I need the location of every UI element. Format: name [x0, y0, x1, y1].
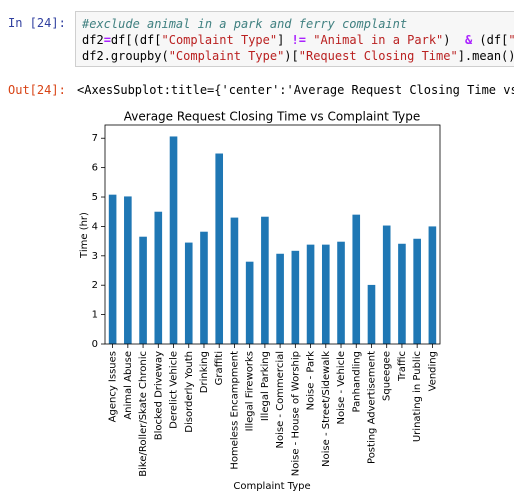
x-tick-label: Disorderly Youth	[184, 351, 195, 433]
code-cell[interactable]: #exclude animal in a park and ferry comp…	[75, 11, 514, 67]
out-prompt: Out[24]:	[8, 83, 66, 97]
bar	[230, 217, 239, 344]
bar	[367, 284, 376, 344]
bar	[321, 244, 330, 344]
bar	[413, 238, 421, 344]
y-tick-label: 4	[92, 221, 98, 232]
string: "Request Closing Time"	[298, 49, 458, 63]
code: df2.groupby(	[82, 49, 169, 63]
y-tick-label: 0	[92, 339, 98, 350]
chart: Average Request Closing Time vs Complain…	[79, 110, 441, 492]
code-line: df2=df[(df["Complaint Type"] != "Animal …	[82, 32, 514, 48]
string: "Co	[508, 33, 514, 47]
x-tick-label: Noise - House of Worship	[290, 351, 301, 476]
bar	[398, 243, 406, 344]
y-tick-label: 3	[92, 251, 98, 262]
bar	[184, 242, 193, 344]
in-prompt: In [24]:	[8, 16, 66, 30]
bar	[337, 241, 345, 344]
bar	[139, 236, 147, 344]
x-tick-label: Noise - Park	[306, 351, 317, 411]
code: ].mean().p	[457, 49, 514, 63]
string: "Animal in a Park"	[313, 33, 444, 47]
bar	[428, 226, 437, 344]
string: "Complaint Type"	[168, 49, 285, 63]
bar	[276, 253, 284, 344]
x-tick-label: Drinking	[199, 351, 210, 393]
operator: &	[464, 33, 473, 47]
x-tick-label: Traffic	[397, 351, 408, 382]
x-tick-label: Illegal Fireworks	[245, 351, 256, 431]
bar	[200, 231, 208, 344]
code: (df[	[472, 33, 509, 47]
code-line: #exclude animal in a park and ferry comp…	[82, 16, 513, 32]
chart-title: Average Request Closing Time vs Complain…	[124, 110, 420, 124]
y-tick-label: 6	[92, 163, 98, 174]
x-tick-label: Animal Abuse	[123, 351, 134, 420]
y-axis-label: Time (hr)	[79, 212, 90, 259]
bar	[124, 196, 132, 344]
bar	[352, 214, 361, 344]
x-tick-label: Agency Issues	[108, 351, 119, 422]
bar	[382, 225, 391, 344]
bar	[215, 153, 224, 344]
bar	[108, 194, 117, 344]
operator: =	[103, 33, 111, 47]
x-tick-label: Graffiti	[214, 351, 225, 385]
x-tick-label: Urinating in Public	[412, 351, 423, 442]
x-tick-label: Squeegee	[382, 351, 393, 401]
x-tick-label: Posting Advertisement	[366, 351, 377, 464]
y-tick-label: 1	[92, 310, 98, 321]
code-line: df2.groupby("Complaint Type")["Request C…	[82, 48, 514, 64]
code: )[	[284, 49, 299, 63]
y-tick-label: 7	[92, 133, 98, 144]
bar	[245, 261, 254, 344]
code: df[(df[	[110, 33, 162, 47]
code: )	[443, 33, 465, 47]
x-tick-label: Noise - Vehicle	[336, 351, 347, 424]
plot-frame	[104, 124, 441, 345]
output-text: <AxesSubplot:title={'center':'Average Re…	[77, 83, 514, 97]
y-tick-label: 5	[92, 192, 98, 203]
code: ]	[277, 33, 292, 47]
x-tick-label: Noise - Commercial	[275, 351, 286, 449]
x-tick-label: Illegal Parking	[260, 351, 271, 421]
bar	[306, 244, 315, 344]
comment: #exclude animal in a park and ferry comp…	[82, 17, 408, 31]
x-tick-label: Vending	[427, 351, 438, 391]
bar	[261, 216, 269, 344]
code: df2	[82, 33, 104, 47]
x-tick-label: Blocked Driveway	[153, 351, 164, 440]
x-axis-label: Complaint Type	[233, 481, 310, 492]
bar	[291, 250, 300, 344]
x-tick-label: Panhandling	[351, 351, 362, 412]
string: "Complaint Type"	[161, 33, 278, 47]
x-tick-label: Noise - Street/Sidewalk	[321, 351, 332, 467]
y-tick-label: 2	[92, 280, 98, 291]
bar	[169, 136, 178, 344]
x-tick-label: Derelict Vehicle	[169, 351, 180, 429]
x-tick-label: Homeless Encampment	[229, 351, 240, 470]
x-tick-label: Bike/Roller/Skate Chronic	[138, 351, 149, 477]
operator: !=	[291, 33, 306, 47]
bar	[154, 211, 163, 344]
